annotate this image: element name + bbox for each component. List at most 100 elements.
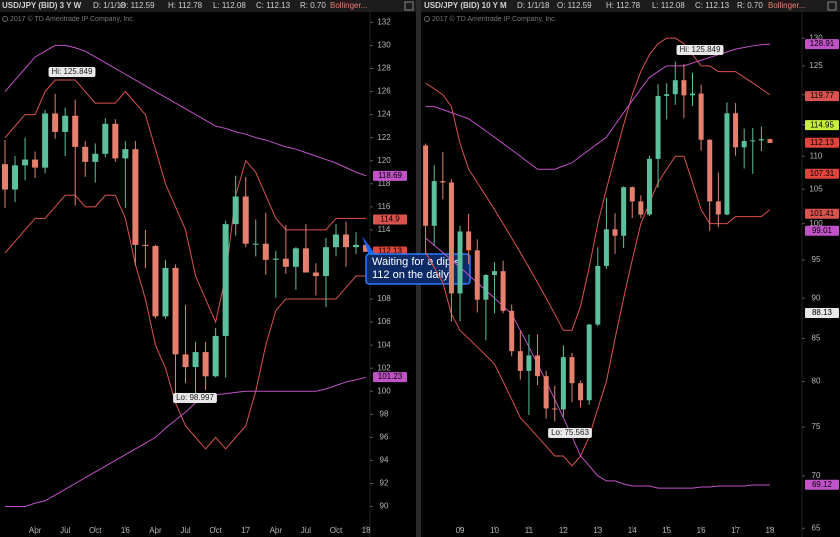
copyright: 2017 © TD Ameritrade IP Company, Inc. (432, 15, 557, 23)
y-tick-label: 125 (809, 61, 823, 70)
y-tick-label: 92 (380, 479, 389, 488)
header-bar (421, 0, 840, 12)
quote-info: H: 112.78 (168, 1, 203, 10)
candle-body (474, 250, 480, 300)
candle-body (242, 196, 249, 244)
y-tick-label: 94 (380, 456, 389, 465)
x-tick-label: Oct (89, 526, 102, 535)
annotation-box (48, 67, 96, 77)
price-label-box (373, 214, 407, 225)
study-name: Bollinger... (330, 1, 367, 10)
candle-body (202, 352, 209, 377)
candle-body (586, 324, 592, 401)
quote-info: O: 112.59 (120, 1, 155, 10)
x-tick-label: 10 (490, 526, 499, 535)
y-tick-label: 80 (812, 377, 821, 386)
candle-body (162, 267, 169, 317)
candle-body (423, 145, 429, 226)
header-bar (0, 0, 416, 12)
price-label: 118.69 (378, 171, 402, 180)
quote-info: O: 112.59 (557, 1, 592, 10)
annotation-bubble: Lo: 98.997 (173, 393, 217, 403)
price-label-box (805, 39, 839, 50)
candle-body (302, 248, 309, 273)
x-tick-label: Jul (301, 526, 311, 535)
candle-body (560, 357, 566, 410)
band-line (4, 194, 367, 450)
price-label: 114.95 (810, 120, 834, 129)
y-tick-label: 104 (377, 340, 391, 349)
candle-body (543, 376, 549, 409)
candle-body (448, 182, 454, 294)
price-label-box (373, 170, 407, 181)
quote-info: R: 0.70 (300, 1, 326, 10)
candle-body (363, 244, 370, 252)
price-label: 128.91 (810, 39, 835, 48)
price-label-box (805, 208, 839, 219)
callout-arrow (362, 236, 378, 258)
candle-body (466, 231, 472, 251)
candle-body (767, 139, 773, 143)
chart-title: USD/JPY (BID) 3 Y W (2, 1, 82, 10)
x-tick-label: Jul (180, 526, 190, 535)
y-tick-label: 110 (810, 151, 823, 160)
annotation-box (173, 393, 217, 403)
candle-body (72, 115, 79, 147)
band-line (4, 44, 367, 177)
annotation: Hi: 125.849 (52, 67, 93, 76)
x-tick-label: 16 (121, 526, 130, 535)
candle-body (655, 95, 661, 159)
price-label-box (805, 168, 839, 179)
candle-body (292, 248, 299, 267)
price-label-box (373, 372, 407, 383)
y-tick-label: 100 (809, 219, 823, 228)
y-tick-label: 122 (377, 133, 391, 142)
price-label: 88.13 (812, 308, 833, 317)
menu-icon[interactable] (827, 1, 837, 11)
x-tick-label: 18 (766, 526, 775, 535)
candle-body (122, 149, 129, 159)
price-label: 101.41 (810, 209, 835, 218)
candle-body (483, 274, 489, 300)
candle-body (724, 113, 730, 215)
menu-icon[interactable] (404, 1, 414, 11)
y-tick-label: 90 (812, 293, 821, 302)
candle-body (132, 149, 139, 245)
x-tick-label: 17 (731, 526, 740, 535)
y-tick-label: 130 (377, 41, 391, 50)
x-tick-label: 17 (241, 526, 250, 535)
candle-body (112, 123, 119, 159)
y-tick-label: 100 (377, 386, 391, 395)
candle-body (332, 234, 339, 248)
candle-body (569, 357, 575, 384)
callout-box (365, 253, 471, 285)
candle-body (182, 354, 189, 368)
y-tick-label: 132 (377, 17, 391, 26)
study-name: Bollinger... (768, 1, 805, 10)
annotation: Hi: 125.849 (680, 45, 721, 54)
candle-body (252, 243, 259, 245)
candle-body (431, 181, 437, 226)
y-tick-label: 124 (377, 110, 391, 119)
quote-info: H: 112.78 (606, 1, 641, 10)
candle-body (664, 94, 670, 96)
candle-body (733, 113, 739, 148)
candle-body (2, 164, 8, 190)
price-label: 69.12 (812, 480, 833, 489)
y-tick-label: 105 (809, 184, 823, 193)
candle-body (646, 158, 652, 215)
candle-body (62, 115, 69, 132)
annotation-bubble: Hi: 125.849 (676, 45, 724, 55)
y-tick-label: 130 (809, 33, 823, 42)
x-tick-label: Apr (29, 526, 42, 535)
candle-body (535, 355, 541, 377)
copyright-icon (424, 16, 430, 22)
y-tick-label: 108 (377, 294, 391, 303)
candle-body (322, 247, 329, 276)
band-line (425, 237, 770, 489)
y-tick-label: 106 (377, 317, 391, 326)
candle-body (741, 141, 747, 148)
candle-body (212, 335, 219, 377)
candle-body (750, 140, 756, 142)
